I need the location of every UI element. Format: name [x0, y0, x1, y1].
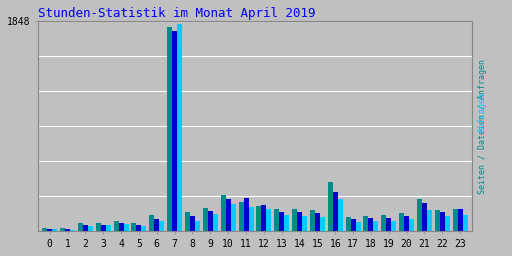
Bar	[422, 203, 427, 231]
Text: Seiten / Dateien / Anfragen: Seiten / Dateien / Anfragen	[478, 59, 486, 194]
Bar	[266, 209, 271, 231]
Bar	[141, 226, 146, 231]
Bar	[453, 209, 458, 231]
Bar	[114, 221, 119, 231]
Bar	[248, 207, 253, 231]
Bar	[386, 218, 391, 231]
Bar	[101, 225, 105, 231]
Bar	[409, 219, 414, 231]
Bar	[213, 214, 218, 231]
Bar	[167, 27, 172, 231]
Bar	[315, 213, 320, 231]
Bar	[292, 209, 297, 231]
Bar	[463, 215, 467, 231]
Bar	[52, 229, 57, 231]
Bar	[105, 225, 111, 231]
Bar	[351, 219, 356, 231]
Bar	[458, 209, 463, 231]
Bar	[404, 216, 409, 231]
Text: Stunden-Statistik im Monat April 2019: Stunden-Statistik im Monat April 2019	[38, 7, 315, 20]
Bar	[381, 216, 386, 231]
Bar	[364, 216, 369, 231]
Bar	[279, 211, 284, 231]
Bar	[302, 216, 307, 231]
Bar	[320, 217, 325, 231]
Bar	[284, 215, 289, 231]
Bar	[60, 228, 65, 231]
Bar	[333, 192, 338, 231]
Bar	[244, 198, 248, 231]
Bar	[221, 195, 226, 231]
Bar	[391, 221, 396, 231]
Bar	[83, 225, 88, 231]
Bar	[78, 223, 83, 231]
Bar	[440, 211, 445, 231]
Bar	[427, 210, 432, 231]
Bar	[373, 221, 378, 231]
Bar	[239, 202, 244, 231]
Bar	[96, 223, 101, 231]
Bar	[172, 31, 177, 231]
Bar	[310, 210, 315, 231]
Bar	[274, 209, 279, 231]
Bar	[203, 208, 208, 231]
Bar	[356, 222, 360, 231]
Bar	[257, 206, 261, 231]
Bar	[338, 199, 343, 231]
Bar	[47, 229, 52, 231]
Bar	[328, 183, 333, 231]
Bar	[150, 215, 154, 231]
Bar	[231, 204, 236, 231]
Bar	[208, 211, 213, 231]
Bar	[195, 221, 200, 231]
Bar	[369, 218, 373, 231]
Bar	[297, 212, 302, 231]
Bar	[226, 199, 231, 231]
Bar	[346, 217, 351, 231]
Bar	[261, 206, 266, 231]
Bar	[132, 223, 136, 231]
Bar	[123, 224, 129, 231]
Text: Anfragen: Anfragen	[478, 92, 486, 132]
Bar	[65, 229, 70, 231]
Bar	[42, 228, 47, 231]
Bar	[435, 210, 440, 231]
Bar	[136, 226, 141, 231]
Bar	[190, 216, 195, 231]
Bar	[88, 226, 93, 231]
Bar	[417, 199, 422, 231]
Bar	[177, 24, 182, 231]
Bar	[159, 221, 164, 231]
Bar	[445, 216, 450, 231]
Bar	[399, 213, 404, 231]
Bar	[119, 223, 123, 231]
Bar	[185, 211, 190, 231]
Bar	[154, 219, 159, 231]
Bar	[70, 230, 75, 231]
